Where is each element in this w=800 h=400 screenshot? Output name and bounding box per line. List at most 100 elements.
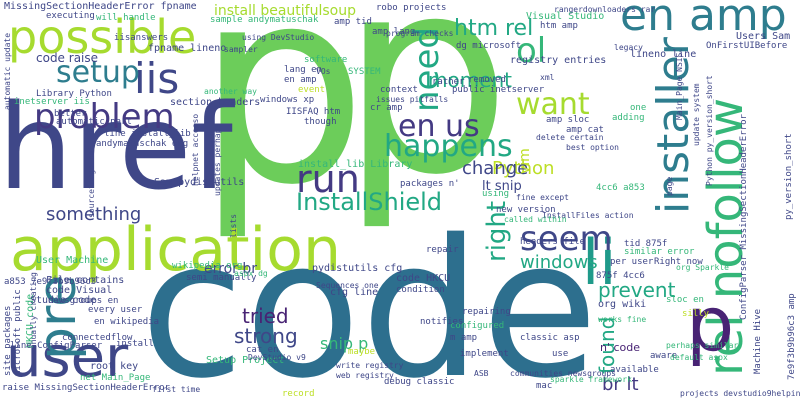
cloud-word: mac: [536, 381, 553, 391]
cloud-word: Python py_version_short: [705, 75, 714, 186]
cloud-word: first time: [152, 385, 201, 394]
cloud-word: change: [462, 158, 529, 179]
cloud-word: projects devstudio9helpingref: [680, 389, 800, 398]
cloud-word: amp tid: [334, 17, 372, 27]
cloud-word: rather: [432, 77, 465, 87]
cloud-word: Users Sam: [736, 31, 791, 42]
cloud-word: en us: [398, 109, 480, 144]
cloud-word: setup: [56, 55, 140, 90]
cloud-word: cr amp: [370, 103, 403, 113]
cloud-word: User Machine: [36, 255, 109, 266]
cloud-word: MissingSectionHeaderError fpname: [4, 1, 197, 12]
cloud-word: public inetserver: [452, 85, 545, 95]
cloud-word: prevent: [598, 278, 676, 302]
cloud-word: new version: [496, 205, 556, 215]
cloud-word: line install_lib: [104, 129, 191, 139]
cloud-word: seem: [520, 219, 613, 259]
cloud-word: br lt: [602, 374, 639, 395]
cloud-word: aware: [650, 351, 678, 361]
cloud-word: org Sparkle: [676, 263, 729, 272]
cloud-word: aspx dg: [234, 269, 268, 278]
cloud-word: cat en: [246, 345, 279, 355]
cloud-word: VOs: [316, 67, 331, 76]
cloud-word: manually creating: [29, 272, 38, 354]
cloud-word: cfg line: [330, 287, 379, 298]
cloud-word: similar error: [624, 247, 695, 257]
cloud-word: code raise: [36, 51, 99, 65]
cloud-word: lists: [229, 213, 238, 238]
cloud-word: problem: [34, 97, 175, 137]
cloud-word: windows xp: [260, 95, 315, 105]
cloud-word: inetserver iis: [14, 97, 90, 107]
cloud-word: page: [665, 176, 674, 196]
cloud-word: automatic part: [56, 117, 132, 127]
cloud-word: en amp: [620, 0, 787, 41]
cloud-word: web registry: [336, 371, 394, 380]
cloud-word: File contains: [46, 275, 125, 286]
cloud-word: p: [196, 0, 368, 244]
cloud-word: code: [140, 199, 599, 400]
cloud-word: will handle: [96, 13, 156, 23]
cloud-word: rangerdownloaders rar: [554, 5, 656, 14]
cloud-word: install_lib Library: [298, 159, 413, 170]
cloud-word: robo projects: [376, 3, 447, 13]
cloud-word: lt snip: [482, 179, 522, 194]
cloud-word: another way: [204, 87, 257, 96]
cloud-word: strong: [234, 324, 298, 348]
cloud-word: SYSTEM: [348, 67, 381, 77]
cloud-word: notifies: [420, 317, 464, 327]
cloud-word: href: [0, 78, 233, 216]
cloud-word: 7e9f3b9b96c3 amp: [787, 293, 797, 380]
cloud-word: install beautifulsoup: [214, 3, 356, 19]
cloud-word: silly: [682, 309, 710, 319]
cloud-word: moment: [428, 68, 513, 92]
cloud-word: use: [552, 349, 569, 359]
cloud-word: ol: [516, 31, 547, 71]
cloud-word: maybe: [348, 347, 376, 357]
cloud-word: sourceforge net: [87, 145, 96, 218]
cloud-word: one: [630, 103, 647, 113]
cloud-word: automatic update: [3, 32, 12, 110]
cloud-word: condition: [396, 285, 445, 295]
cloud-word: semi manually: [186, 273, 257, 283]
cloud-word: sample andymatuschak: [210, 15, 319, 25]
cloud-word: en amp: [284, 75, 317, 85]
cloud-word: something: [46, 204, 142, 225]
cloud-word: Setup Project: [206, 355, 285, 366]
cloud-word: sloc en: [666, 295, 704, 305]
cloud-word: Studio code: [30, 295, 97, 306]
cloud-word: available: [610, 365, 659, 375]
cloud-word: InstallFiles action: [542, 211, 634, 220]
cloud-word: better: [54, 109, 87, 119]
cloud-word: possible: [8, 10, 197, 64]
cloud-word: record: [282, 389, 315, 399]
cloud-word: updates perhaps: [213, 123, 222, 196]
cloud-word: works fine: [598, 315, 647, 324]
cloud-word: registry entries: [510, 55, 607, 66]
cloud-word: executing: [46, 11, 95, 21]
cloud-word: code HKCU: [396, 273, 451, 284]
cloud-word: Machine Hive: [753, 308, 763, 374]
cloud-word: want: [516, 87, 590, 122]
cloud-word: headers file: [520, 237, 586, 247]
cloud-word: every user: [88, 305, 143, 315]
cloud-word: communities newsgroups: [510, 369, 616, 378]
cloud-word: 875f 4cc6: [596, 271, 645, 281]
cloud-word: adding: [612, 113, 645, 123]
cloud-word: Main_Page NSIS: [675, 52, 684, 120]
cloud-word: user: [6, 325, 129, 390]
cloud-word: andymatuschak org: [96, 139, 189, 149]
cloud-word: iis: [134, 54, 180, 103]
cloud-word: classic asp: [520, 333, 580, 343]
cloud-word: Visual Studio: [526, 11, 605, 22]
cloud-word: ConfigParser MissingSectionHeaderError: [739, 114, 749, 320]
cloud-word: windows: [520, 252, 598, 273]
cloud-word: using DevStudio: [242, 33, 315, 42]
cloud-word: delete certain: [536, 133, 604, 142]
cloud-word: p: [340, 0, 512, 234]
cloud-word: snip p: [320, 334, 369, 353]
cloud-word: raise MissingSectionHeaderError: [2, 383, 170, 393]
cloud-word: IISFAQ htm: [286, 107, 341, 117]
cloud-word: fpname lineno: [148, 43, 227, 54]
